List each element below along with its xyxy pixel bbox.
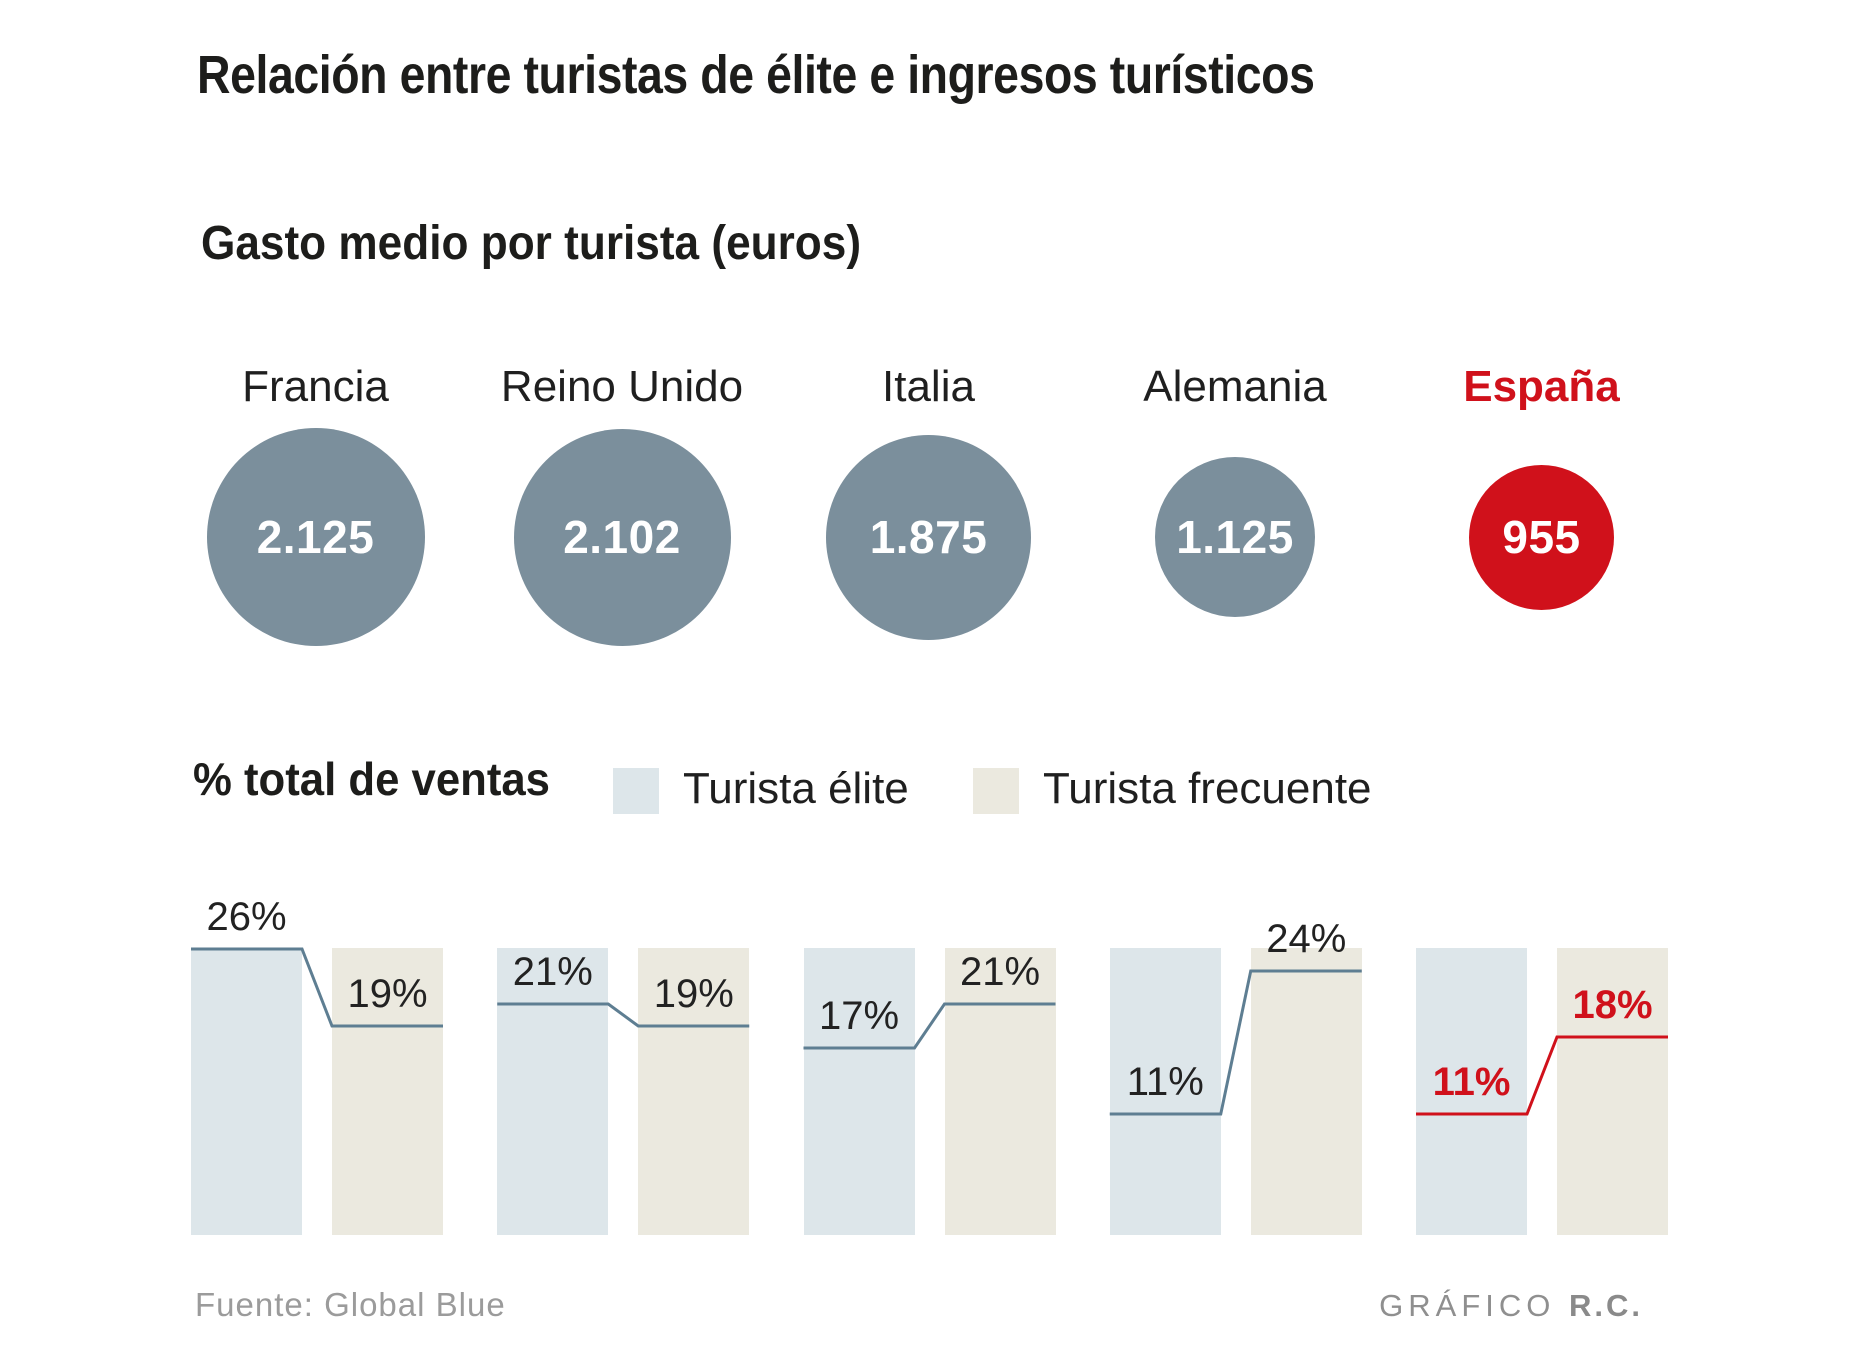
bubble-value: 1.875: [869, 511, 988, 563]
bubbles-subtitle: Gasto medio por turista (euros): [201, 217, 862, 270]
percent-label: 24%: [1266, 917, 1347, 961]
percent-label: 26%: [206, 895, 287, 939]
legend-swatch-elite: [613, 768, 659, 814]
percent-label: 17%: [818, 994, 900, 1038]
bubble-circle: 2.125: [206, 428, 425, 646]
legend-label-elite: Turista élite: [683, 764, 909, 813]
bubble-circle: 2.102: [513, 428, 731, 646]
credit-prefix: GRÁFICO: [1379, 1288, 1556, 1323]
bubble-circle: 1.125: [1155, 457, 1315, 617]
percent-label: 19%: [347, 972, 428, 1016]
source-note: Fuente: Global Blue: [195, 1286, 506, 1323]
country-label: Alemania: [1143, 362, 1327, 411]
percent-label: 11%: [1126, 1060, 1204, 1104]
frequent-bar: [638, 948, 750, 1235]
legend-swatch-frecuente: [973, 768, 1019, 814]
bubble-value: 2.102: [563, 511, 681, 563]
bars-section-label: % total de ventas: [193, 753, 550, 805]
frequent-bar: [944, 948, 1056, 1235]
bubble-value: 1.125: [1176, 511, 1294, 563]
elite-bar: [803, 948, 915, 1235]
legend-label-frecuente: Turista frecuente: [1043, 764, 1372, 813]
frequent-bar: [1250, 948, 1362, 1235]
chart-title: Relación entre turistas de élite e ingre…: [197, 45, 1315, 105]
bubble-value: 955: [1502, 511, 1581, 563]
percent-label: 21%: [512, 950, 593, 994]
credit-initials: R.C.: [1569, 1288, 1643, 1323]
percent-label: 11%: [1432, 1060, 1511, 1104]
bubble-value: 2.125: [256, 511, 375, 563]
bubble-circle: 1.875: [826, 434, 1031, 640]
country-label: Reino Unido: [500, 362, 744, 411]
percent-label: 19%: [653, 972, 734, 1016]
country-label: Francia: [242, 362, 389, 411]
country-label: España: [1463, 362, 1620, 411]
elite-bar: [497, 948, 609, 1235]
credit: GRÁFICO R.C.: [1379, 1288, 1643, 1324]
percent-label: 18%: [1572, 983, 1653, 1027]
country-label: Italia: [882, 362, 975, 411]
bubble-circle: 955: [1469, 464, 1614, 610]
elite-bar: [191, 948, 302, 1235]
percent-label: 21%: [959, 950, 1041, 994]
